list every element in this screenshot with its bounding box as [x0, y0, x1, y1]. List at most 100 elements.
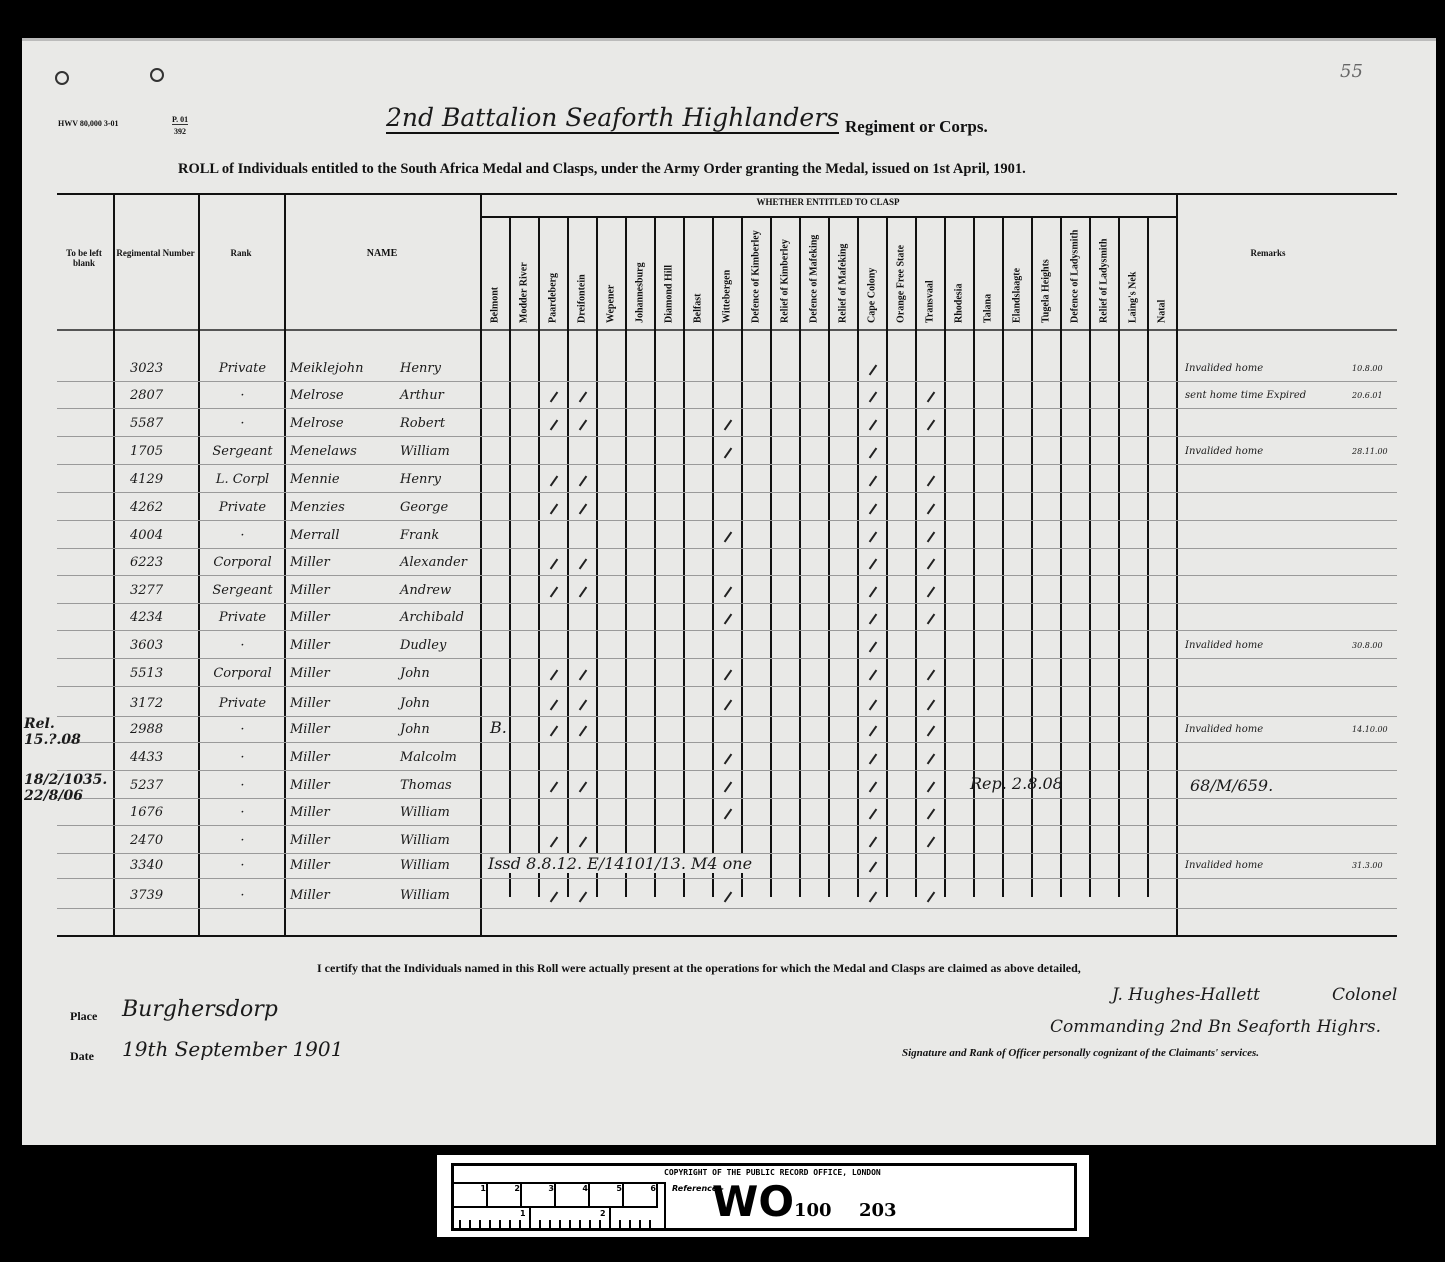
- regimental-number: 5513: [130, 666, 164, 681]
- clasp-tick-mark: [549, 699, 558, 711]
- rank: ·: [240, 833, 245, 848]
- remark-date: 28.11.00: [1352, 447, 1388, 456]
- ruler-tick: [529, 1208, 531, 1228]
- rank: ·: [240, 778, 245, 793]
- clasp-tick-mark: [868, 475, 877, 487]
- column-header-number: Regimental Number: [116, 248, 195, 258]
- remark-date: 30.8.00: [1352, 641, 1383, 650]
- row-rule: [57, 742, 1397, 743]
- forename: Thomas: [400, 778, 452, 793]
- clasp-column-divider: [596, 216, 598, 897]
- surname: Menelaws: [290, 444, 357, 459]
- clasp-header-label: Relief of Kimberley: [779, 239, 790, 323]
- forename: Malcolm: [400, 750, 457, 765]
- clasp-tick-mark: [578, 699, 587, 711]
- row-rule: [57, 853, 1397, 854]
- clasp-tick-mark: [578, 725, 587, 737]
- ruler-tick: [489, 1220, 491, 1228]
- place-value: Burghersdorp: [122, 997, 278, 1022]
- clasp-header-label: Johannesburg: [634, 262, 645, 323]
- clasp-column-divider: [625, 216, 627, 897]
- clasp-tick-mark: [868, 586, 877, 598]
- clasp-group-rule: [480, 216, 1176, 218]
- clasp-tick-mark: [723, 753, 732, 765]
- clasp-tick-mark: [926, 475, 935, 487]
- remark: 68/M/659.: [1190, 776, 1274, 795]
- forename: Alexander: [400, 555, 467, 570]
- clasp-tick-mark: [868, 753, 877, 765]
- clasp-header: Cape Colony: [857, 217, 886, 327]
- clasp-tick-mark: [549, 891, 558, 903]
- ruler-cm-mark: 3: [522, 1184, 556, 1208]
- signature: J. Hughes-Hallett: [1112, 985, 1260, 1005]
- inline-note: B.: [490, 718, 507, 737]
- clasp-column-divider: [973, 216, 975, 897]
- rank: Private: [218, 361, 267, 376]
- clasp-column-divider: [538, 216, 540, 897]
- clasp-tick-mark: [868, 781, 877, 793]
- clasp-header: Wittebergen: [712, 217, 741, 327]
- ruler-tick: [519, 1220, 521, 1228]
- clasp-header-label: Cape Colony: [866, 267, 877, 323]
- clasp-tick-mark: [549, 725, 558, 737]
- clasp-tick-mark: [549, 419, 558, 431]
- certification-text: I certify that the Individuals named in …: [317, 961, 1081, 975]
- regiment-name: 2nd Battalion Seaforth Highlanders: [386, 103, 839, 134]
- clasp-tick-mark: [926, 531, 935, 543]
- clasp-tick-mark: [926, 781, 935, 793]
- clasp-header: Paardeberg: [538, 217, 567, 327]
- inline-note: Rep. 2.8.08: [970, 774, 1063, 793]
- remark: Invalided home: [1185, 446, 1264, 457]
- clasp-header-label: Relief of Ladysmith: [1098, 238, 1109, 323]
- ruler-tick: [559, 1220, 561, 1228]
- clasp-header-label: Defence of Ladysmith: [1069, 229, 1080, 323]
- clasp-column-divider: [915, 216, 917, 897]
- reference-item: 203: [859, 1200, 897, 1221]
- ruler-cm-mark: 4: [556, 1184, 590, 1208]
- clasp-header-label: Diamond Hill: [663, 264, 674, 323]
- clasp-tick-mark: [549, 836, 558, 848]
- folio-number: 55: [1340, 61, 1363, 82]
- regimental-number: 3739: [130, 888, 164, 903]
- clasp-header: Relief of Ladysmith: [1089, 217, 1118, 327]
- ruler-tick: [469, 1220, 471, 1228]
- ruler-inch-mark: 2: [600, 1209, 606, 1218]
- clasp-header-label: Rhodesia: [953, 283, 964, 323]
- clasp-tick-mark: [868, 391, 877, 403]
- clasp-tick-mark: [868, 861, 877, 873]
- forename: Frank: [400, 528, 440, 543]
- remark-date: 20.6.01: [1352, 391, 1383, 400]
- remark-date: 14.10.00: [1352, 725, 1388, 734]
- clasp-tick-mark: [868, 531, 877, 543]
- surname: Miller: [290, 778, 330, 793]
- clasp-header-label: Defence of Mafeking: [808, 234, 819, 323]
- clasp-column-divider: [857, 216, 859, 897]
- surname: Miller: [290, 858, 330, 873]
- header-rule: [57, 329, 1397, 331]
- clasp-tick-mark: [723, 699, 732, 711]
- row-rule: [57, 548, 1397, 549]
- clasp-column-divider: [799, 216, 801, 897]
- clasp-tick-mark: [723, 891, 732, 903]
- forename: Robert: [400, 416, 446, 431]
- clasp-tick-mark: [868, 669, 877, 681]
- row-rule: [57, 408, 1397, 409]
- clasp-column-divider: [1118, 216, 1120, 897]
- signature-rank: Colonel: [1332, 985, 1398, 1005]
- signature-caption: Signature and Rank of Officer personally…: [902, 1047, 1260, 1059]
- row-rule: [57, 630, 1397, 631]
- margin-note: 18/2/1035. 22/8/06: [24, 772, 108, 804]
- ruler-tick: [639, 1220, 641, 1228]
- table-top-rule: [57, 193, 1397, 195]
- rank: ·: [240, 388, 245, 403]
- row-rule: [57, 381, 1397, 382]
- rank: Corporal: [213, 555, 272, 570]
- clasp-tick-mark: [926, 891, 935, 903]
- clasp-tick-mark: [723, 531, 732, 543]
- clasp-tick-mark: [926, 753, 935, 765]
- column-divider: [113, 193, 115, 935]
- clasp-tick-mark: [578, 558, 587, 570]
- surname: Melrose: [290, 388, 344, 403]
- clasp-header: Dreifontein: [567, 217, 596, 327]
- regimental-number: 5587: [130, 416, 164, 431]
